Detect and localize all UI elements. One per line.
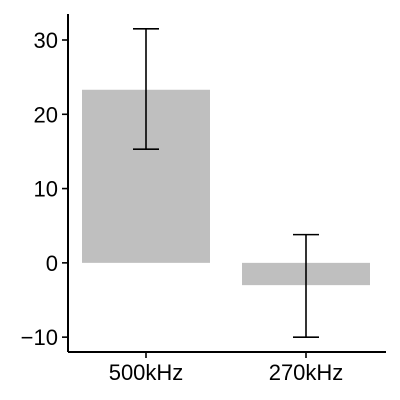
y-tick-label: 20 bbox=[34, 102, 58, 127]
x-tick-label: 270kHz bbox=[269, 360, 344, 385]
x-tick-label: 500kHz bbox=[109, 360, 184, 385]
y-tick-label: 10 bbox=[34, 177, 58, 202]
axes-group bbox=[67, 14, 386, 358]
bars-group bbox=[82, 89, 370, 286]
y-tick-label: 0 bbox=[46, 251, 58, 276]
y-tick-label: −10 bbox=[21, 325, 58, 350]
error-bars-group bbox=[133, 28, 319, 338]
y-ticks-group: −10 0 10 20 30 bbox=[21, 28, 68, 350]
y-tick-label: 30 bbox=[34, 28, 58, 53]
x-labels-group: 500kHz 270kHz bbox=[109, 360, 344, 385]
